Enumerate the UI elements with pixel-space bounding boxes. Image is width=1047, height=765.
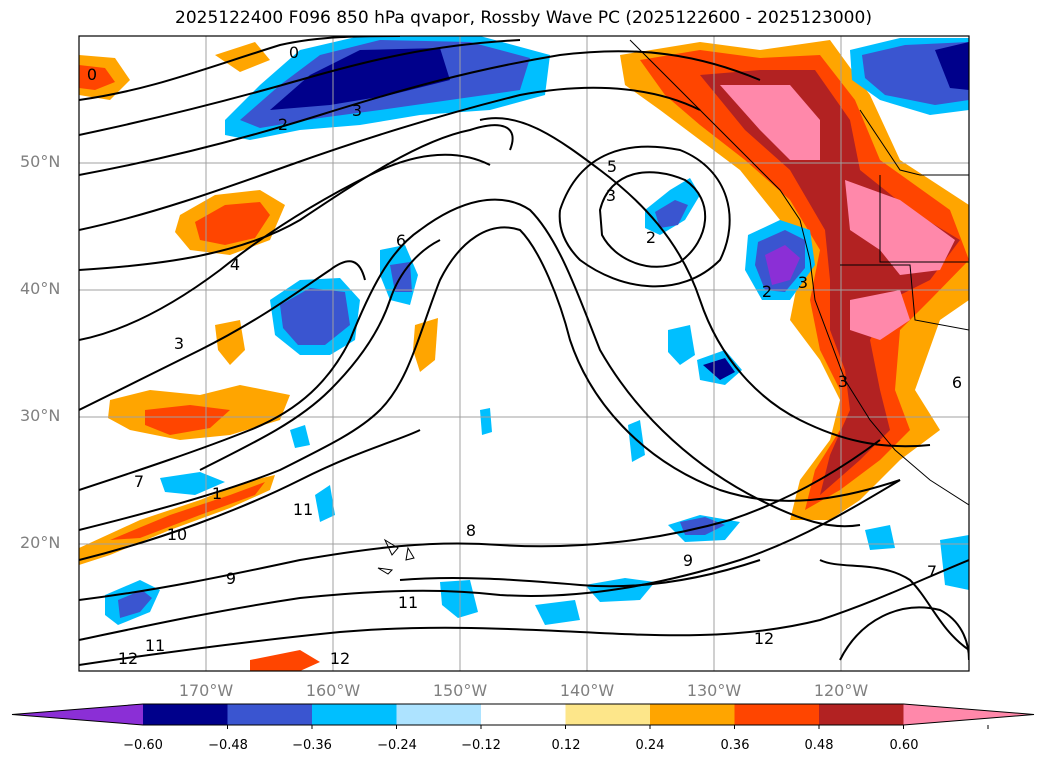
contour-label: 11	[145, 636, 165, 655]
contour-label: 11	[398, 593, 418, 612]
lon-label: 140°W	[559, 681, 615, 700]
contour-label: 0	[87, 65, 97, 84]
colorbar-tick-label: 0.60	[889, 738, 919, 753]
contour-label: 8	[466, 521, 476, 540]
lon-label: 120°W	[813, 681, 869, 700]
plot-frame	[78, 35, 970, 672]
lat-label: 20°N	[20, 533, 61, 552]
contour-label: 1	[212, 484, 222, 503]
lon-label: 130°W	[686, 681, 742, 700]
contour-label: 7	[134, 472, 144, 491]
contour-label: 2	[762, 282, 772, 301]
contour-label: 3	[838, 372, 848, 391]
colorbar-tick-label: 0.24	[635, 738, 665, 753]
contour-label: 6	[952, 373, 962, 392]
contour-label: 3	[174, 334, 184, 353]
colorbar-tick-label: −0.48	[208, 738, 248, 753]
contour-label: 9	[226, 569, 236, 588]
lon-label: 170°W	[178, 681, 234, 700]
colorbar-tick-label: −0.12	[461, 738, 501, 753]
contour-label: 11	[293, 500, 313, 519]
contour-label: 6	[396, 231, 406, 250]
colorbar-tick-label: 0.12	[551, 738, 581, 753]
contour-label: 12	[754, 629, 774, 648]
contour-label: 0	[289, 43, 299, 62]
contour-label: 12	[330, 649, 350, 668]
lat-label: 50°N	[20, 152, 61, 171]
colorbar-tick-label: −0.24	[377, 738, 417, 753]
lat-label: 40°N	[20, 279, 61, 298]
contour-label: 2	[278, 115, 288, 134]
lon-label: 150°W	[432, 681, 488, 700]
contours	[79, 36, 969, 666]
contour-label-group: 0 0 3 2 5 3 2 6 4 3 2 3 3 6 7 1 10 11 9 …	[87, 43, 962, 668]
contour-label: 12	[118, 649, 138, 668]
lon-label: 160°W	[305, 681, 361, 700]
lat-label: 30°N	[20, 406, 61, 425]
contour-label: 3	[352, 101, 362, 120]
graticule	[79, 36, 969, 671]
contour-label: 10	[167, 525, 187, 544]
colorbar-tick-label: −0.36	[292, 738, 332, 753]
colorbar-tick-label: 0.36	[720, 738, 750, 753]
colorbar-tick-label: 0.48	[804, 738, 834, 753]
contour-label: 3	[606, 186, 616, 205]
contour-label: 5	[607, 157, 617, 176]
contour-label: 7	[927, 562, 937, 581]
colorbar-tick-label: −0.60	[123, 738, 163, 753]
contour-label: 9	[683, 551, 693, 570]
contour-label: 3	[798, 273, 808, 292]
contour-label: 4	[230, 255, 240, 274]
contour-label: 2	[646, 228, 656, 247]
plot-title: 2025122400 F096 850 hPa qvapor, Rossby W…	[175, 8, 872, 28]
